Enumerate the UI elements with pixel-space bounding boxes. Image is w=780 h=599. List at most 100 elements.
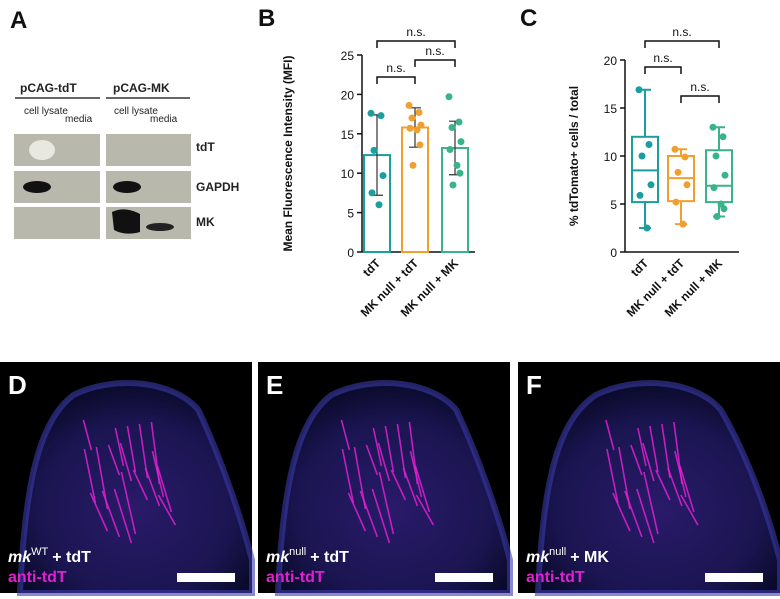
fiber: [679, 465, 695, 513]
data-point: [455, 118, 463, 126]
data-point: [368, 189, 376, 197]
fiber: [157, 494, 177, 526]
y-tick-label: 10: [341, 167, 355, 181]
data-point: [453, 161, 461, 169]
fiber: [132, 469, 149, 501]
significance-label: n.s.: [406, 25, 425, 39]
x-tick-label: tdT: [628, 256, 652, 280]
data-point: [638, 152, 646, 160]
data-point: [721, 171, 729, 179]
fiber: [655, 469, 671, 501]
fiber: [341, 448, 355, 504]
data-point: [406, 124, 414, 132]
lane-label: media: [150, 114, 178, 125]
fiber: [353, 446, 367, 510]
x-tick-label: tdT: [360, 256, 384, 280]
data-point: [408, 114, 416, 122]
data-point: [712, 152, 720, 160]
data-point: [643, 224, 651, 232]
fiber: [347, 492, 367, 532]
lane-label: cell lysate: [114, 106, 158, 117]
data-point: [416, 141, 424, 149]
tissue: [534, 380, 780, 596]
significance-bracket: [376, 76, 416, 84]
panel-letter: D: [8, 370, 27, 400]
data-point: [671, 145, 679, 153]
genotype-label: mknull + tdT: [266, 546, 349, 566]
lane-label: cell lysate: [24, 106, 68, 117]
data-point: [379, 172, 387, 180]
gene: mk: [266, 549, 290, 566]
fiber: [83, 448, 97, 504]
fiber: [390, 469, 407, 501]
data-point: [710, 184, 718, 192]
significance-bracket: [644, 40, 720, 48]
data-point: [645, 140, 653, 148]
blot-group: pCAG-tdT: [20, 81, 77, 95]
data-point: [446, 146, 454, 154]
panel-letter: E: [266, 370, 283, 400]
y-tick-label: 20: [604, 54, 618, 68]
data-point: [370, 146, 378, 154]
fiber: [138, 423, 149, 479]
y-tick-label: 0: [347, 246, 354, 260]
fiber: [396, 423, 407, 479]
fiber: [643, 471, 659, 535]
fiber: [126, 425, 137, 473]
y-tick-label: 5: [347, 207, 354, 221]
fiber: [661, 423, 671, 479]
fiber: [606, 448, 619, 504]
data-point: [635, 86, 643, 94]
data-point: [417, 121, 425, 129]
data-point: [647, 181, 655, 189]
fiber: [409, 450, 423, 498]
scale-bar: [435, 573, 493, 582]
panel-letter: A: [10, 7, 27, 34]
fiber: [378, 471, 395, 535]
y-axis-title: % tdTomato+ cells / total: [567, 86, 581, 226]
blot-row-label: MK: [196, 215, 215, 229]
fiber: [605, 419, 615, 451]
y-tick-label: 15: [604, 102, 618, 116]
lane-label: media: [65, 114, 93, 125]
fiber: [674, 450, 687, 498]
data-point: [367, 109, 375, 117]
blot: [14, 134, 191, 239]
fiber: [114, 427, 125, 467]
blot-row-label: tdT: [196, 140, 215, 154]
y-tick-label: 25: [341, 49, 355, 63]
data-point: [674, 168, 682, 176]
data-point: [709, 123, 717, 131]
allele: WT: [31, 546, 48, 558]
data-point: [449, 181, 457, 189]
genotype-label: mkWT + tdT: [8, 546, 91, 566]
fiber: [120, 471, 137, 535]
fiber: [377, 442, 391, 482]
stain-label: anti-tdT: [266, 569, 325, 586]
fiber: [612, 492, 631, 532]
data-point: [720, 205, 728, 213]
whisker: [639, 202, 651, 229]
y-axis-title: Mean Fluorescence Intensity (MFI): [281, 55, 295, 251]
data-point: [457, 138, 465, 146]
whisker: [639, 88, 651, 137]
data-point: [413, 126, 421, 134]
fiber: [384, 425, 395, 473]
fiber: [340, 419, 351, 451]
data-point: [409, 161, 417, 169]
scale-bar: [705, 573, 763, 582]
data-point: [679, 220, 687, 228]
significance-label: n.s.: [653, 51, 672, 65]
fiber: [618, 446, 631, 510]
allele: null: [549, 546, 566, 558]
y-tick-label: 20: [341, 88, 355, 102]
gene: mk: [8, 549, 32, 566]
construct: + tdT: [310, 549, 349, 566]
significance-bracket: [644, 66, 682, 74]
allele: null: [289, 546, 306, 558]
fiber: [414, 465, 431, 513]
fiber: [156, 465, 173, 513]
panel-letter: C: [520, 5, 537, 32]
significance-bracket: [414, 59, 456, 67]
